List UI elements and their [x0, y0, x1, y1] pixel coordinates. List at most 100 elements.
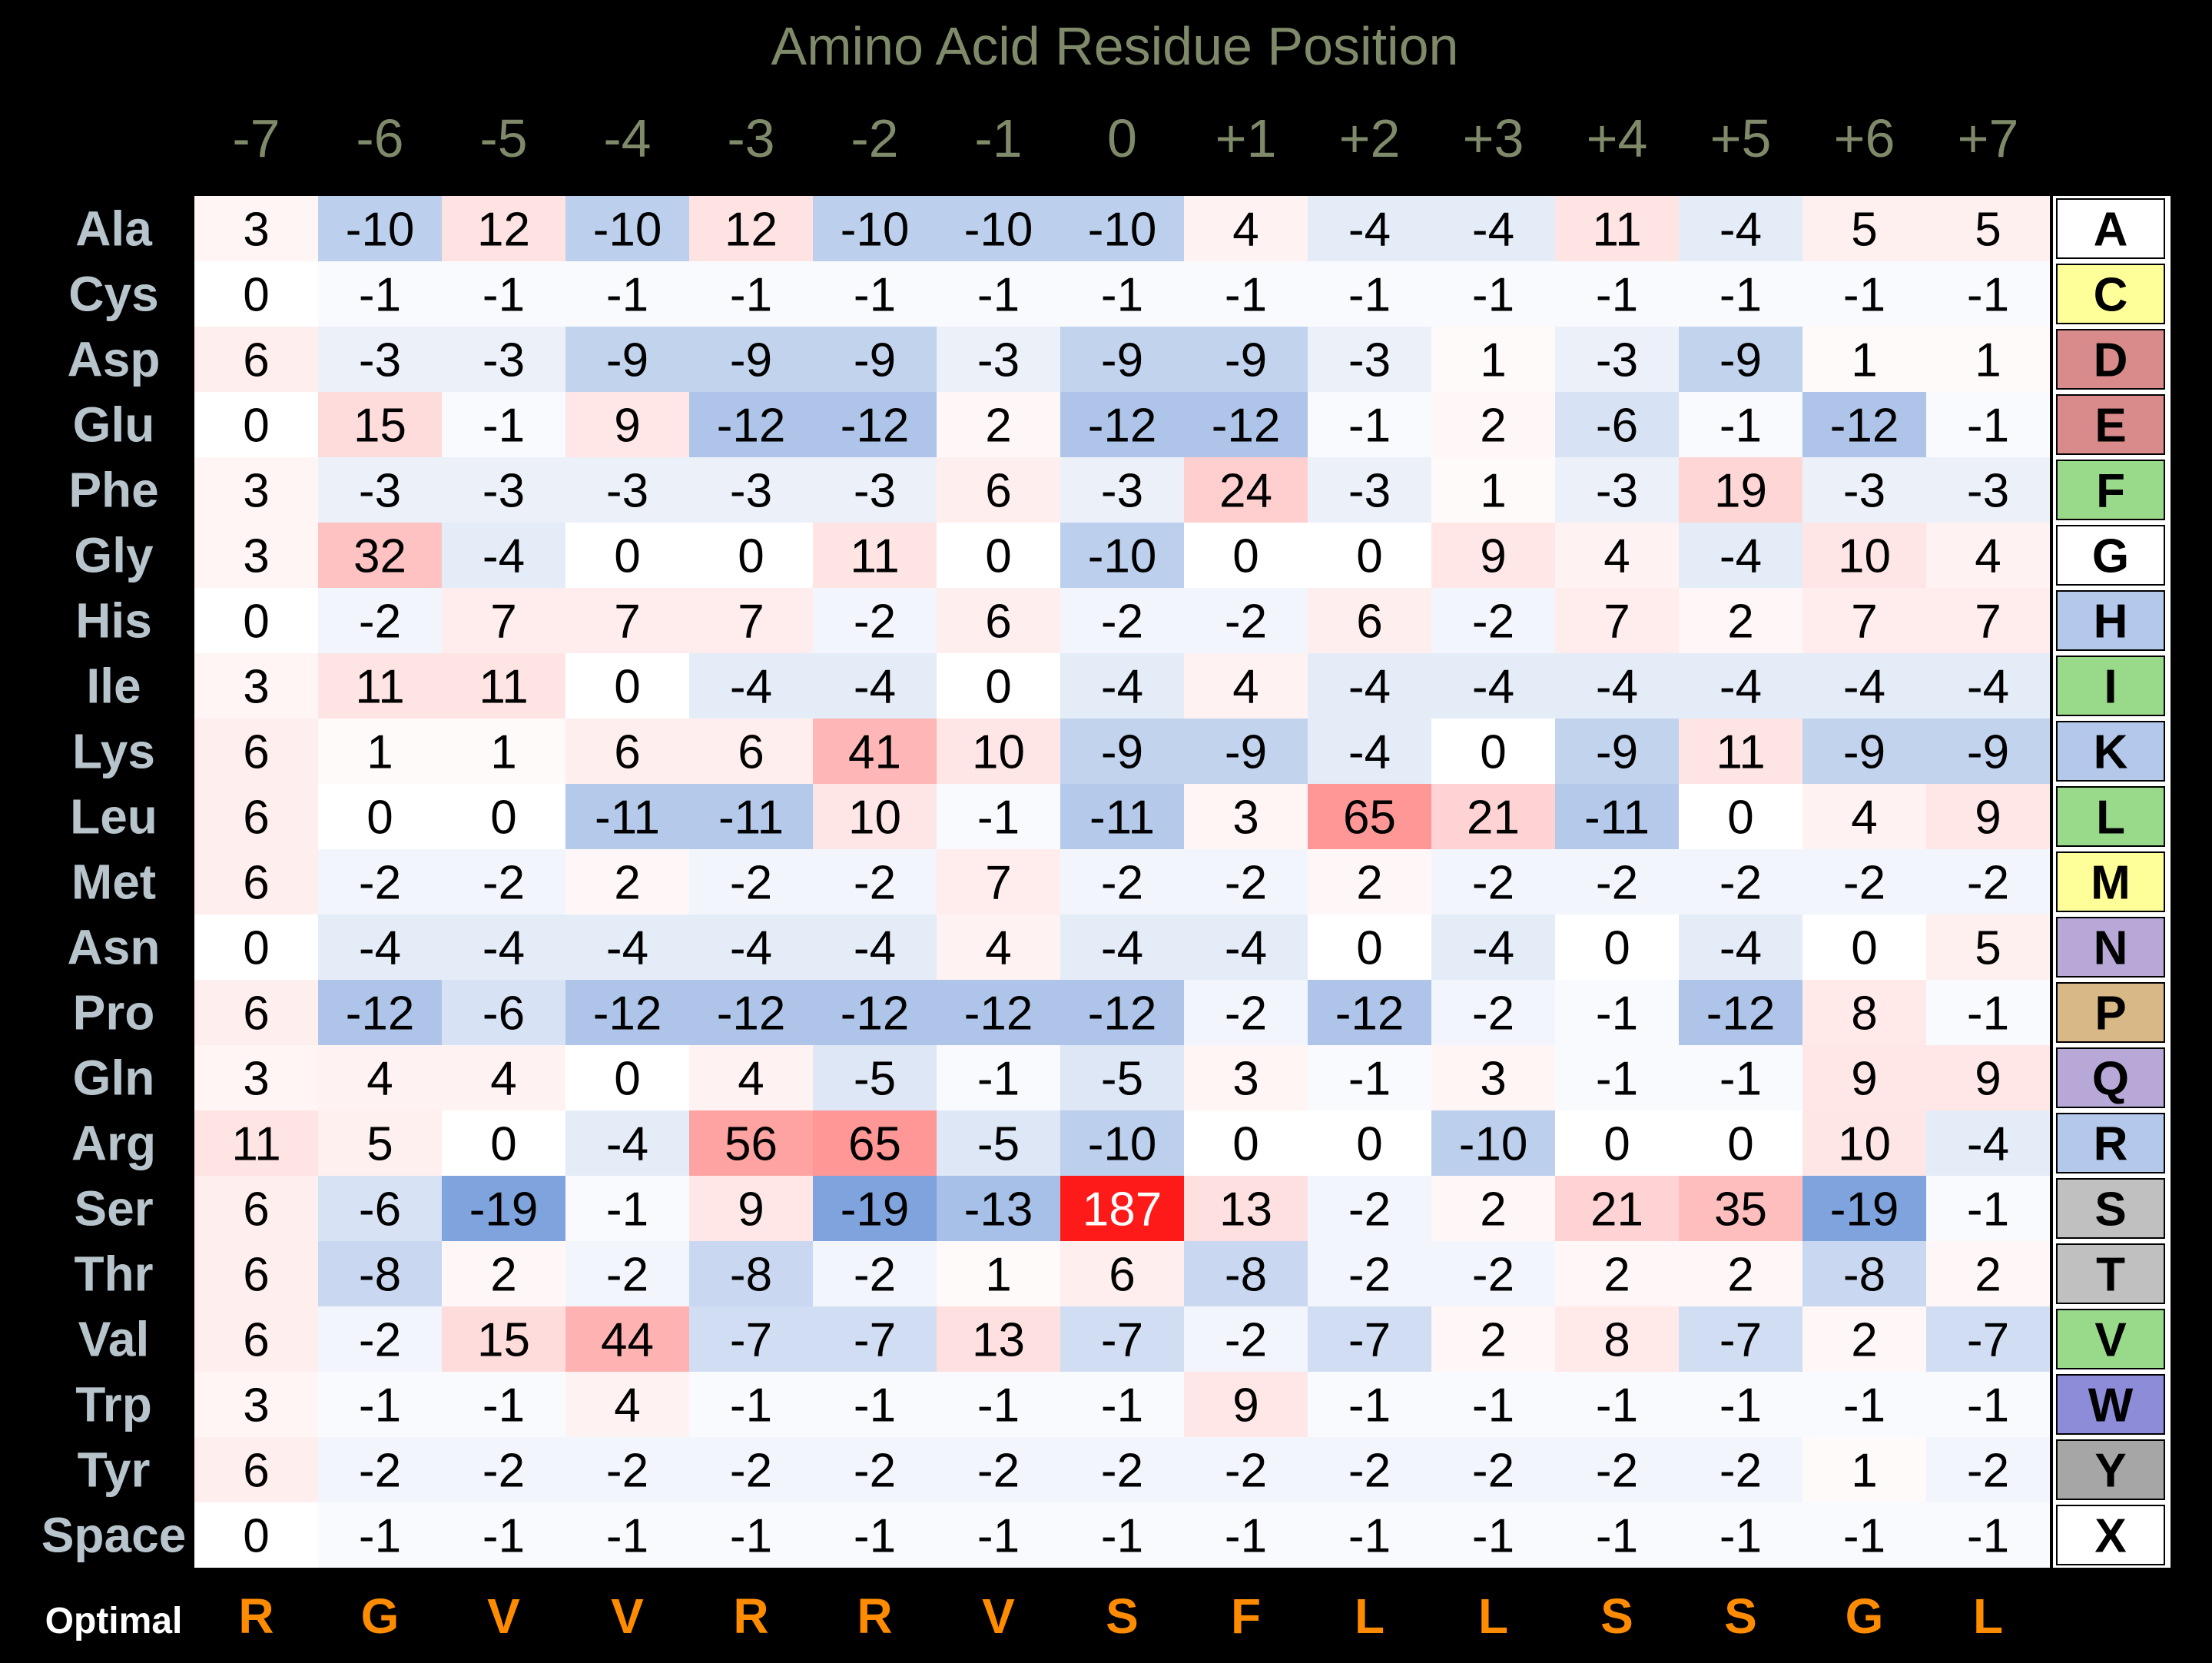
cell-value: -12: [1706, 988, 1776, 1041]
heatmap-cell: [1184, 1110, 1308, 1176]
cell-value: -1: [730, 269, 772, 322]
cell-value: -13: [964, 1183, 1033, 1236]
heatmap-cell: [1184, 196, 1308, 261]
residue-code: R: [2094, 1118, 2128, 1171]
heatmap-cell: [1060, 523, 1184, 588]
cell-value: -1: [730, 1510, 772, 1563]
heatmap-cell: [318, 1241, 442, 1306]
heatmap-cell: [1431, 980, 1555, 1045]
heatmap-cell: [1308, 1372, 1431, 1437]
cell-value: 0: [366, 792, 393, 845]
cell-value: 0: [1727, 792, 1753, 845]
cell-value: 3: [1232, 1053, 1259, 1106]
heatmap-cell: [813, 980, 937, 1045]
cell-value: -1: [606, 269, 648, 322]
heatmap-cell: [1184, 1241, 1308, 1306]
cell-value: -9: [1101, 726, 1143, 779]
cell-value: 0: [614, 661, 640, 714]
cell-value: -7: [1101, 1314, 1143, 1367]
cell-value: -2: [1101, 1445, 1143, 1498]
cell-value: 4: [1232, 204, 1259, 257]
cell-value: 1: [1480, 465, 1506, 518]
cell-value: -4: [606, 1118, 648, 1171]
heatmap-cell: [937, 1502, 1060, 1568]
cell-value: -1: [1348, 1053, 1391, 1106]
heatmap-cell: [194, 980, 318, 1045]
heatmap-cell: [937, 1306, 1060, 1372]
cell-value: 7: [1851, 596, 1877, 649]
heatmap-cell: [1679, 261, 1802, 327]
heatmap-cell: [689, 784, 813, 849]
cell-value: -1: [1596, 1379, 1638, 1432]
cell-value: -2: [854, 857, 896, 910]
heatmap-cell: [1308, 1045, 1431, 1110]
cell-value: -3: [1348, 465, 1391, 518]
heatmap-cell: [1060, 588, 1184, 653]
heatmap-cell: [1184, 1306, 1308, 1372]
heatmap-cell: [1802, 980, 1926, 1045]
cell-value: -1: [1843, 1379, 1885, 1432]
cell-value: -3: [1348, 334, 1391, 387]
heatmap-cell: [1431, 1045, 1555, 1110]
cell-value: 1: [985, 1249, 1011, 1302]
cell-value: -5: [1101, 1053, 1143, 1106]
heatmap-cell: [318, 1502, 442, 1568]
cell-value: 65: [1343, 792, 1396, 845]
cell-value: -4: [1720, 922, 1762, 975]
heatmap-cell: [442, 523, 565, 588]
heatmap-cell: [318, 914, 442, 980]
cell-value: -3: [483, 465, 525, 518]
cell-value: -4: [1348, 204, 1391, 257]
cell-value: 35: [1714, 1183, 1767, 1236]
heatmap-cell: [565, 1437, 689, 1502]
heatmap-cell: [813, 1502, 937, 1568]
cell-value: -12: [1335, 988, 1404, 1041]
heatmap-cell: [1802, 196, 1926, 261]
residue-label: Glu: [73, 397, 155, 453]
heatmap-cell: [1679, 588, 1802, 653]
heatmap-cell: [1431, 588, 1555, 653]
cell-value: -2: [606, 1249, 648, 1302]
heatmap-cell: [1060, 1110, 1184, 1176]
heatmap-cell: [1184, 1176, 1308, 1241]
optimal-residue: G: [1846, 1588, 1884, 1644]
heatmap-cell: [1802, 1437, 1926, 1502]
cell-value: 19: [1714, 465, 1767, 518]
residue-code: M: [2091, 857, 2131, 910]
cell-value: -2: [1225, 596, 1267, 649]
heatmap-cell: [194, 1241, 318, 1306]
heatmap-cell: [1308, 327, 1431, 392]
heatmap-cell: [1926, 1502, 2050, 1568]
heatmap-cell: [318, 653, 442, 719]
residue-label: Ser: [74, 1181, 153, 1236]
cell-value: 3: [243, 661, 269, 714]
heatmap-cell: [813, 1176, 937, 1241]
cell-value: -1: [1101, 1379, 1143, 1432]
cell-value: 6: [243, 1249, 269, 1302]
heatmap-cell: [1555, 196, 1679, 261]
cell-value: 2: [1480, 1314, 1506, 1367]
cell-value: -4: [854, 922, 896, 975]
heatmap-cell: [1679, 1372, 1802, 1437]
residue-code: A: [2094, 204, 2128, 257]
cell-value: 2: [1727, 1249, 1753, 1302]
heatmap-cell: [1679, 1241, 1802, 1306]
heatmap-cell: [1184, 719, 1308, 784]
cell-value: 8: [1851, 988, 1877, 1041]
cell-value: -12: [1088, 988, 1157, 1041]
heatmap-cell: [565, 523, 689, 588]
cell-value: -1: [1967, 988, 2009, 1041]
cell-value: -9: [1596, 726, 1638, 779]
heatmap-cell: [194, 457, 318, 523]
cell-value: -9: [1225, 334, 1267, 387]
position-label: 0: [1107, 108, 1137, 168]
heatmap-cell: [442, 1045, 565, 1110]
heatmap-cell: [1431, 719, 1555, 784]
cell-value: 3: [1480, 1053, 1506, 1106]
heatmap-cell: [1926, 1176, 2050, 1241]
heatmap-cell: [1308, 1110, 1431, 1176]
cell-value: -1: [1348, 1379, 1391, 1432]
cell-value: -3: [1101, 465, 1143, 518]
heatmap-cell: [1184, 1045, 1308, 1110]
heatmap-cell: [194, 261, 318, 327]
